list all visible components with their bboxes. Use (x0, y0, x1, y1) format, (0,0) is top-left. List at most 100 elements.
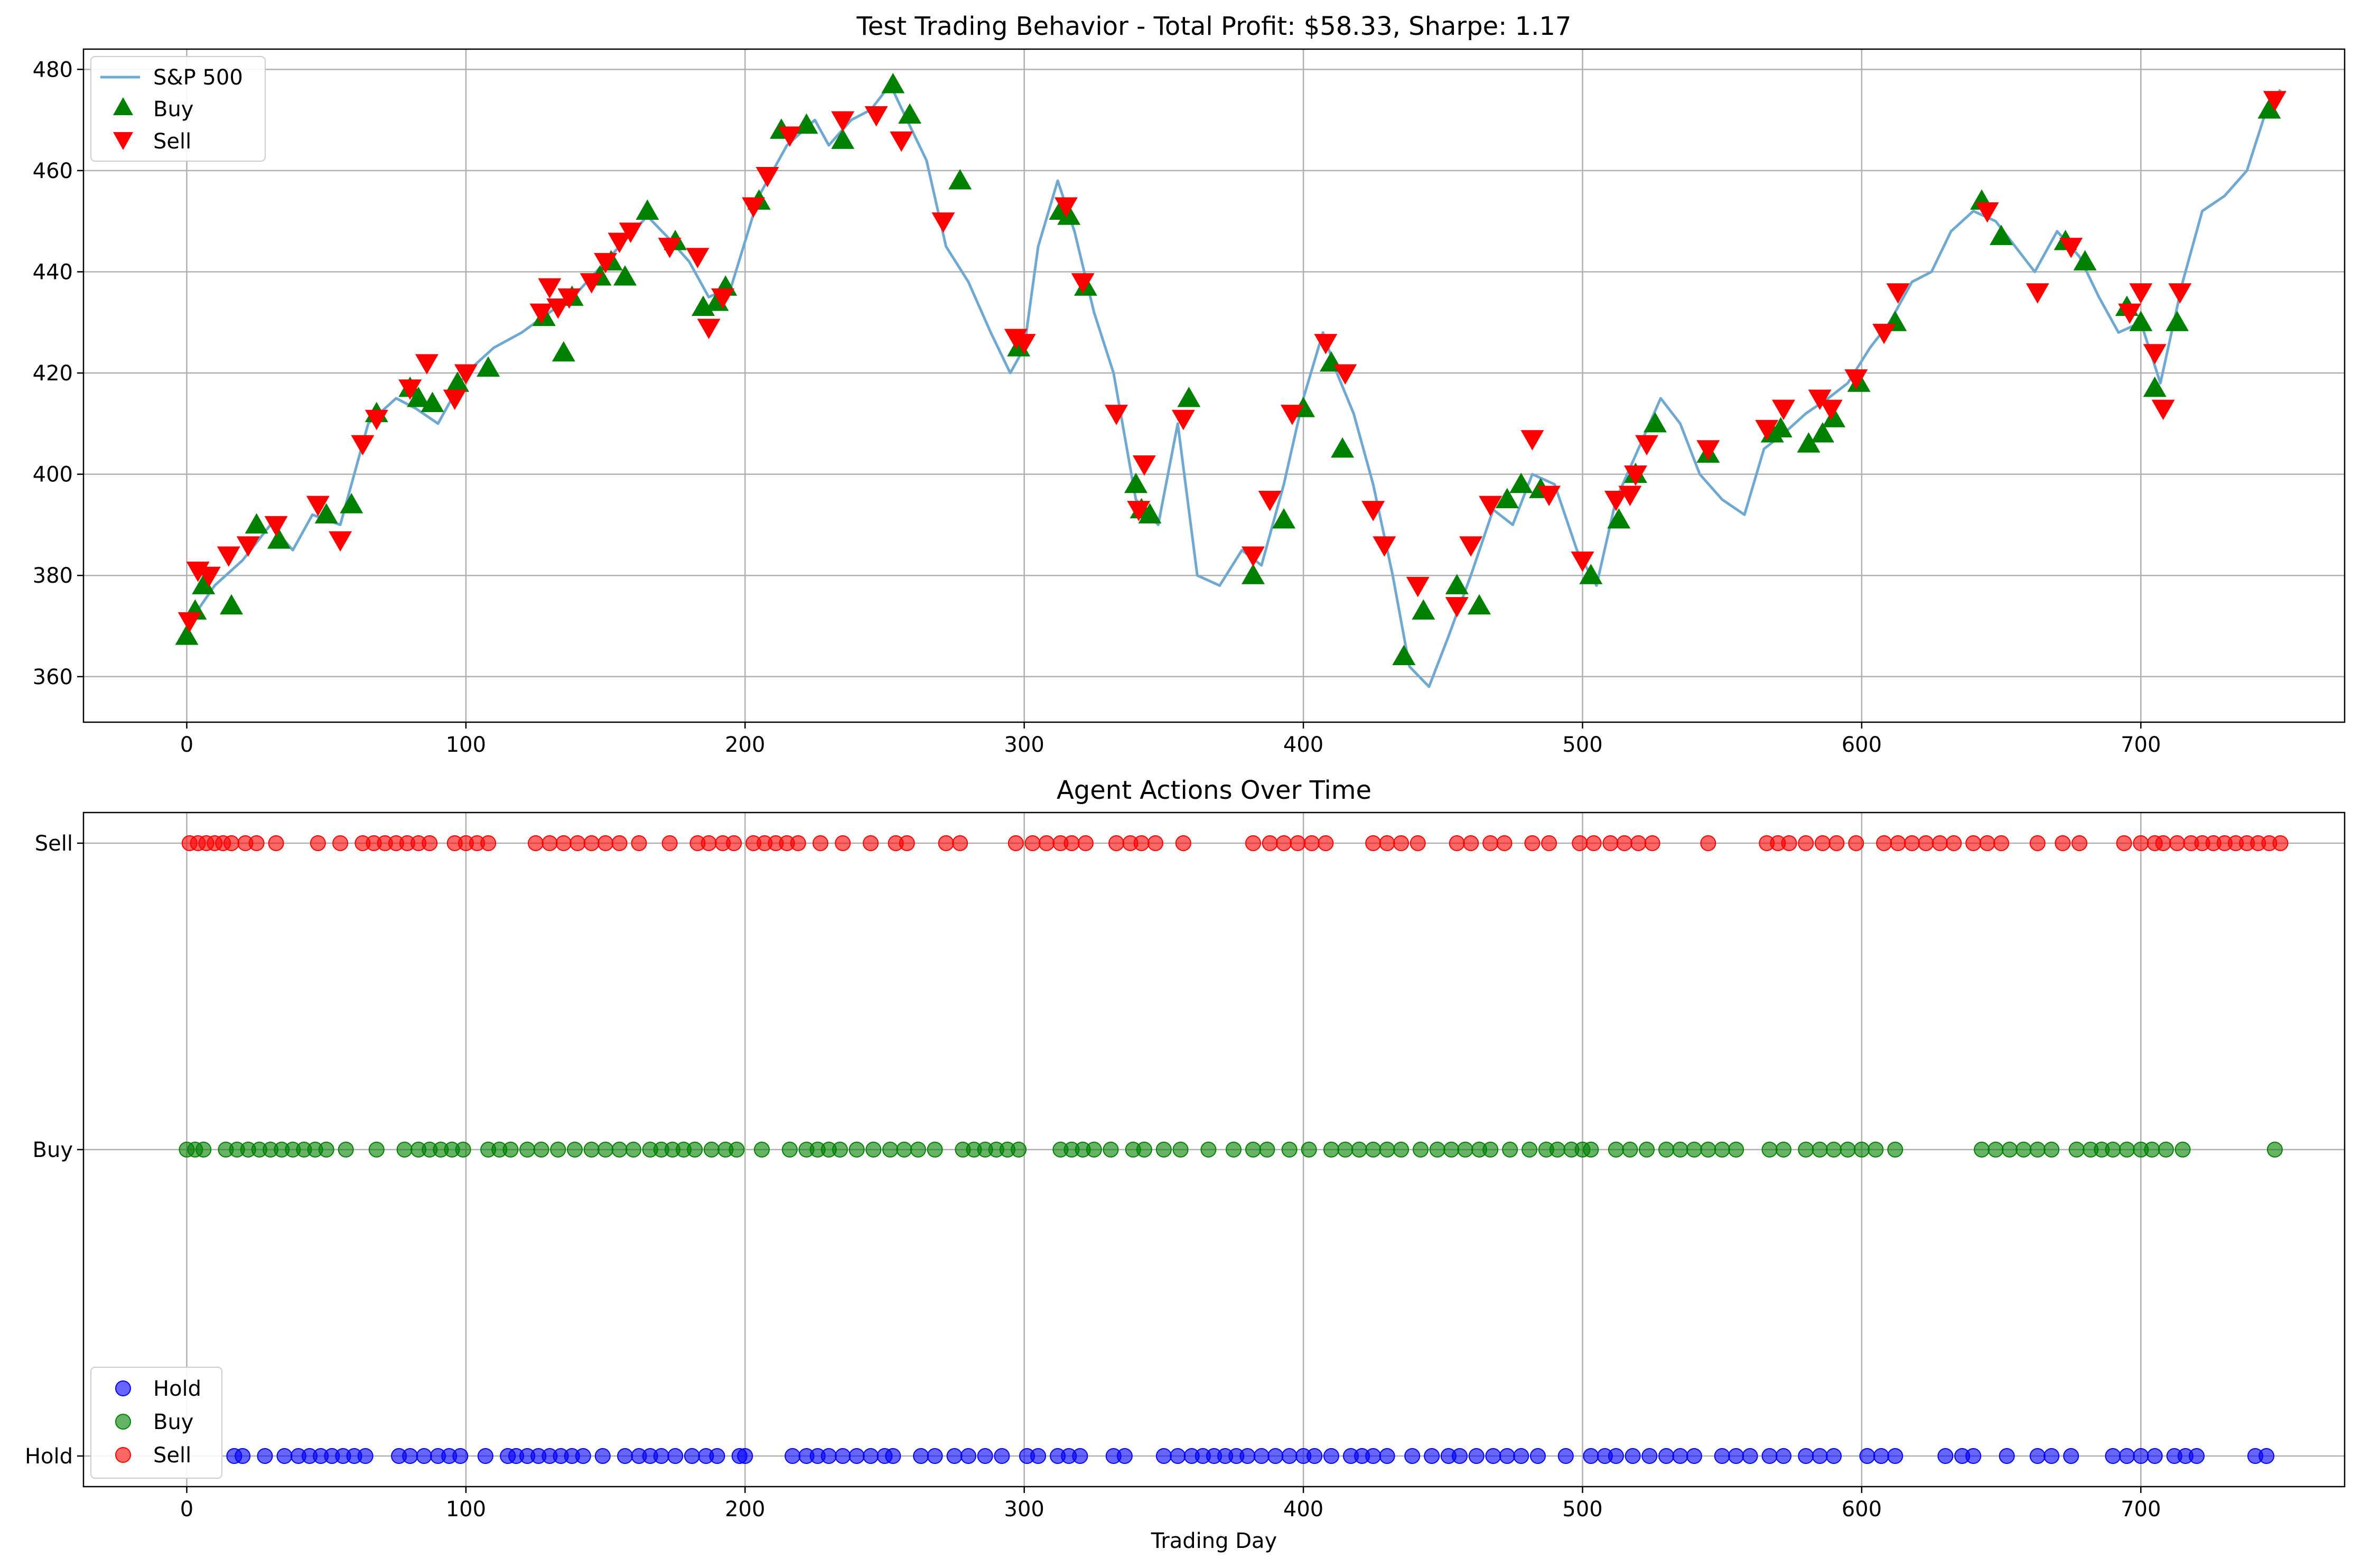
hold-action-dot (1155, 1448, 1172, 1464)
sell-action-dot (2116, 835, 2132, 851)
sp500-price-line (185, 83, 2282, 688)
sell-action-dot (1449, 835, 1465, 851)
buy-action-dot (1393, 1142, 1410, 1158)
hold-action-dot (1999, 1448, 2015, 1464)
buy-action-dot (1812, 1142, 1828, 1158)
sell-marker (580, 273, 603, 294)
buy-action-dot (1429, 1142, 1445, 1158)
buy-action-dot (832, 1142, 848, 1158)
sell-action-dot (310, 835, 326, 851)
hold-action-dot (1267, 1448, 1284, 1464)
sell-action-dot (1828, 835, 1845, 851)
buy-marker (1412, 599, 1435, 620)
sell-marker (742, 197, 766, 218)
buy-marker (2165, 311, 2189, 331)
hold-action-dot (1686, 1448, 1702, 1464)
sell-marker (1105, 405, 1128, 425)
buy-marker (1138, 503, 1162, 524)
hold-action-dot (1641, 1448, 1658, 1464)
sell-action-dot (1541, 835, 1557, 851)
sell-marker (557, 288, 581, 309)
sell-marker (697, 319, 721, 339)
sell-marker (1241, 546, 1265, 567)
actions-x-tick-label: 700 (2121, 1497, 2161, 1522)
sell-action-dot (1063, 835, 1080, 851)
sell-action-dot (1630, 835, 1647, 851)
buy-action-dot (502, 1142, 519, 1158)
buy-action-dot (2266, 1142, 2283, 1158)
sell-marker (1373, 536, 1396, 557)
sell-action-dot (1290, 835, 1306, 851)
buy-action-dot (1686, 1142, 1702, 1158)
legend-action-sell-label: Sell (153, 1443, 191, 1468)
hold-action-dot (1116, 1448, 1133, 1464)
buy-action-dot (1443, 1142, 1460, 1158)
buy-action-dot (896, 1142, 912, 1158)
buy-marker (267, 528, 291, 549)
buy-action-dot (1583, 1142, 1599, 1158)
buy-action-dot (1155, 1142, 1172, 1158)
price-legend: S&P 500 Buy Sell (90, 56, 266, 162)
sell-marker (1819, 399, 1843, 421)
hold-action-dot (1742, 1448, 1758, 1464)
buy-action-dot (1225, 1142, 1242, 1158)
sell-action-dot (812, 835, 828, 851)
price-legend-box (90, 56, 266, 162)
hold-action-dot (575, 1448, 591, 1464)
hold-action-dot (1625, 1448, 1641, 1464)
price-panel-ticks: 0 100 200 300 400 500 600 700 360 380 400 420 440 460… (33, 58, 2161, 757)
hold-action-dot (1728, 1448, 1744, 1464)
buy-action-dot (598, 1142, 614, 1158)
buy-action-dot (519, 1142, 536, 1158)
hold-action-dot (357, 1448, 374, 1464)
sell-marker (2168, 283, 2192, 304)
sell-action-dot (1700, 835, 1716, 851)
hold-action-dot (2029, 1448, 2046, 1464)
buy-action-dot (882, 1142, 899, 1158)
buy-action-dot (1086, 1142, 1102, 1158)
sell-marker (1886, 283, 1910, 304)
actions-panel: Agent Actions Over Time 0 100 200 300 400 500… (25, 776, 2346, 1553)
buy-action-dot (1482, 1142, 1499, 1158)
sell-marker (1618, 486, 1642, 506)
buy-action-dot (195, 1142, 212, 1158)
sell-action-dot (701, 835, 717, 851)
actions-x-tick-label: 100 (446, 1497, 486, 1522)
price-x-tick-label: 0 (180, 733, 193, 757)
sell-action-dot (1007, 835, 1024, 851)
hold-action-dot (1714, 1448, 1730, 1464)
sell-marker (1479, 496, 1503, 517)
buy-action-dot (1549, 1142, 1565, 1158)
buy-action-dot (2105, 1142, 2121, 1158)
buy-action-dot (1974, 1142, 1990, 1158)
price-x-tick-label: 400 (1283, 733, 1323, 757)
hold-action-dot (835, 1448, 851, 1464)
sell-action-dot (1365, 835, 1382, 851)
sell-marker (197, 566, 221, 587)
hold-action-dot (785, 1448, 801, 1464)
hold-action-dot (863, 1448, 879, 1464)
hold-action-dot (1658, 1448, 1674, 1464)
sell-action-dot (1848, 835, 1864, 851)
sell-marker (1771, 399, 1795, 421)
buy-action-dot (1672, 1142, 1688, 1158)
sell-action-dot (1393, 835, 1410, 851)
sell-marker (351, 435, 375, 456)
buy-marker (831, 128, 855, 149)
buy-action-dot (1761, 1142, 1778, 1158)
hold-action-dot (416, 1448, 432, 1464)
sell-action-dot (1585, 835, 1602, 851)
sell-marker (1872, 323, 1896, 344)
sell-marker (546, 298, 570, 319)
buy-action-dot (1853, 1142, 1870, 1158)
hold-action-dot (257, 1448, 273, 1464)
hold-action-dot (1485, 1448, 1501, 1464)
buy-action-dot (1337, 1142, 1354, 1158)
buy-marker (1990, 225, 2013, 245)
actions-x-tick-label: 300 (1004, 1497, 1044, 1522)
sell-marker (1604, 491, 1628, 511)
sell-marker (864, 106, 888, 127)
sell-marker (1333, 364, 1357, 385)
price-panel-frame (82, 48, 2346, 723)
price-y-tick-label: 420 (33, 361, 73, 386)
